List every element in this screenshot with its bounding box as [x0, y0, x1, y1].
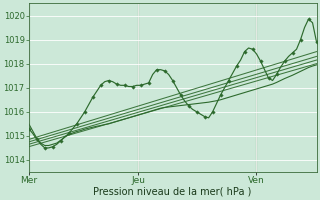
X-axis label: Pression niveau de la mer( hPa ): Pression niveau de la mer( hPa ): [93, 187, 252, 197]
